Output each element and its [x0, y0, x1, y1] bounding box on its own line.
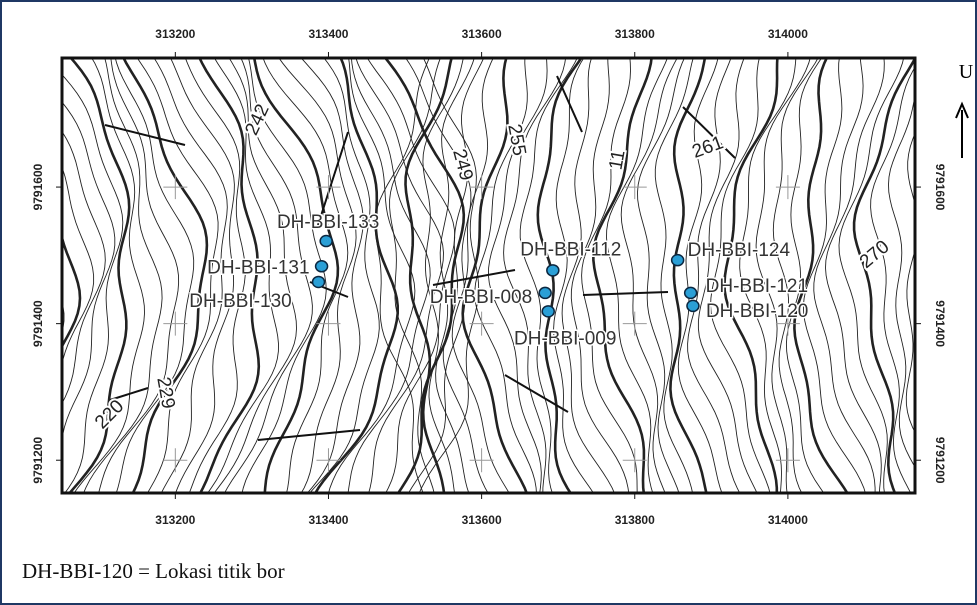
- drill-hole-label: DH-BBI-133: [277, 212, 379, 233]
- drill-hole: [316, 261, 328, 272]
- drill-hole: [539, 287, 551, 298]
- drill-hole: [313, 276, 325, 287]
- y-tick-label-left: 9791600: [31, 163, 45, 210]
- x-tick-label-top: 313600: [462, 27, 502, 41]
- drill-hole-label: DH-BBI-008: [430, 287, 532, 308]
- x-tick-label-bottom: 314000: [768, 513, 808, 527]
- drill-hole-label: DH-BBI-112: [520, 239, 621, 260]
- drill-hole: [687, 300, 699, 311]
- x-tick-label-top: 313800: [615, 27, 655, 41]
- drill-hole: [542, 306, 554, 317]
- y-tick-label-left: 9791200: [31, 437, 45, 484]
- drill-hole-label: DH-BBI-120: [706, 301, 808, 322]
- drill-hole-label: DH-BBI-131: [207, 257, 309, 278]
- drill-hole-label: DH-BBI-124: [688, 240, 791, 261]
- map-figure: 313200 313200 313400 313400 313600 313600 3138…: [0, 0, 977, 605]
- y-tick-label-right: 9791600: [933, 164, 947, 211]
- contour-label: 11: [605, 148, 629, 171]
- x-tick-label-bottom: 313600: [462, 513, 502, 527]
- x-tick-label-top: 313200: [155, 27, 195, 41]
- north-label: U: [959, 61, 974, 83]
- drill-hole: [547, 265, 559, 276]
- drill-hole-label: DH-BBI-130: [189, 291, 291, 312]
- x-tick-label-top: 314000: [768, 27, 808, 41]
- drill-hole: [672, 255, 684, 266]
- legend: DH-BBI-120 = Lokasi titik bor: [22, 559, 285, 583]
- x-tick-label-bottom: 313200: [155, 513, 195, 527]
- drill-hole: [320, 236, 332, 247]
- y-tick-label-right: 9791200: [933, 437, 947, 484]
- y-tick-label-right: 9791400: [933, 300, 947, 347]
- x-tick-label-bottom: 313800: [615, 513, 655, 527]
- x-tick-label-bottom: 313400: [308, 513, 348, 527]
- drill-hole-label: DH-BBI-009: [514, 328, 616, 349]
- drill-hole-label: DH-BBI-121: [706, 276, 808, 297]
- drill-hole: [685, 287, 697, 298]
- x-tick-label-top: 313400: [308, 27, 348, 41]
- y-tick-label-left: 9791400: [31, 300, 45, 347]
